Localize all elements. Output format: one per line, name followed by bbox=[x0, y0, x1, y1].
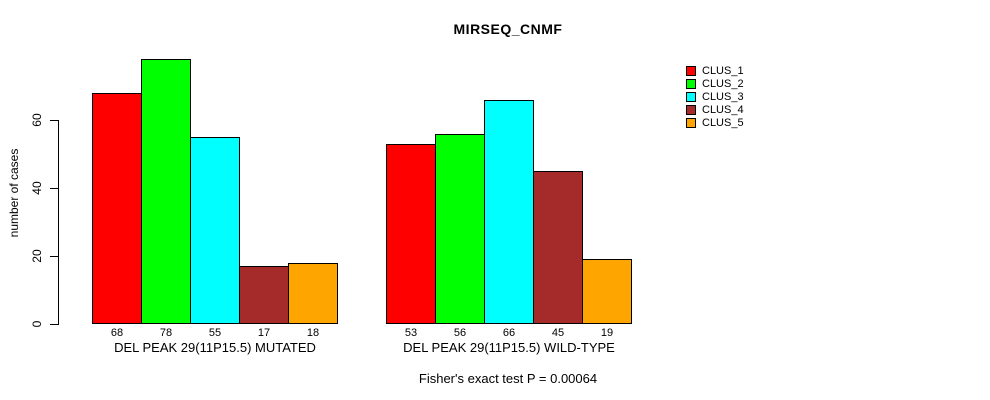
y-tick bbox=[50, 120, 58, 121]
chart-title: MIRSEQ_CNMF bbox=[453, 21, 563, 37]
bar-clus_4-wild-type bbox=[533, 171, 583, 324]
bar-clus_2-mutated bbox=[141, 59, 191, 324]
bar-clus_1-wild-type bbox=[386, 144, 436, 324]
bar-value-label: 17 bbox=[257, 327, 271, 339]
bar-value-label: 66 bbox=[502, 327, 516, 339]
legend-swatch bbox=[686, 118, 696, 128]
legend-label: CLUS_2 bbox=[702, 78, 744, 90]
legend-swatch bbox=[686, 79, 696, 89]
bar-value-label: 68 bbox=[110, 327, 124, 339]
y-tick-label: 60 bbox=[30, 113, 44, 127]
bar-value-label: 18 bbox=[306, 327, 320, 339]
y-axis-line bbox=[58, 120, 59, 325]
y-tick bbox=[50, 324, 58, 325]
y-tick-label: 0 bbox=[30, 320, 44, 328]
legend-swatch bbox=[686, 92, 696, 102]
bar-value-label: 53 bbox=[404, 327, 418, 339]
y-tick-label: 40 bbox=[30, 181, 44, 195]
bar-clus_2-wild-type bbox=[435, 134, 485, 324]
legend-swatch bbox=[686, 105, 696, 115]
bar-clus_5-mutated bbox=[288, 263, 338, 324]
y-tick bbox=[50, 188, 58, 189]
annotation-text: Fisher's exact test P = 0.00064 bbox=[418, 371, 598, 386]
bar-value-label: 55 bbox=[208, 327, 222, 339]
bar-value-label: 56 bbox=[453, 327, 467, 339]
bar-value-label: 78 bbox=[159, 327, 173, 339]
bar-value-label: 45 bbox=[551, 327, 565, 339]
category-label: DEL PEAK 29(11P15.5) WILD-TYPE bbox=[403, 340, 615, 355]
bar-clus_4-mutated bbox=[239, 266, 289, 324]
bar-clus_5-wild-type bbox=[582, 259, 632, 324]
legend-label: CLUS_3 bbox=[702, 91, 744, 103]
bar-clus_3-wild-type bbox=[484, 100, 534, 324]
legend-label: CLUS_1 bbox=[702, 65, 744, 77]
legend-swatch bbox=[686, 66, 696, 76]
category-label: DEL PEAK 29(11P15.5) MUTATED bbox=[114, 340, 316, 355]
y-tick bbox=[50, 256, 58, 257]
bar-value-label: 19 bbox=[600, 327, 614, 339]
y-tick-label: 20 bbox=[30, 249, 44, 263]
y-axis-label: number of cases bbox=[7, 148, 21, 238]
legend-label: CLUS_4 bbox=[702, 104, 744, 116]
bar-clus_3-mutated bbox=[190, 137, 240, 324]
legend-label: CLUS_5 bbox=[702, 117, 744, 129]
bar-clus_1-mutated bbox=[92, 93, 142, 324]
